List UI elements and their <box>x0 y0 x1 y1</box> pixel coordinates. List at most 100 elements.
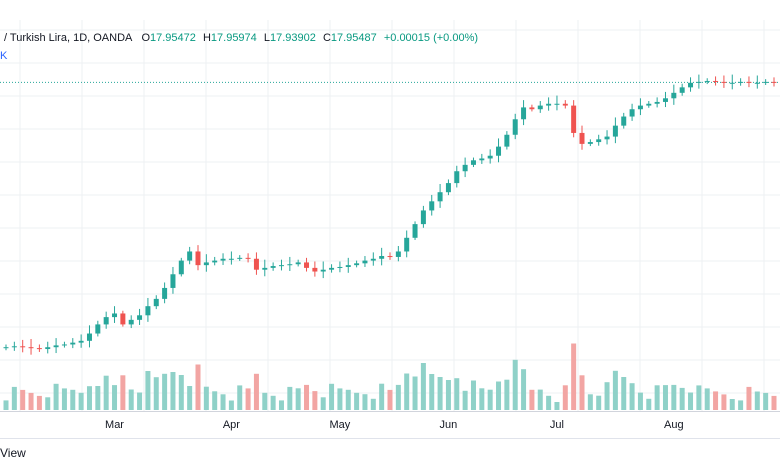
candle-body <box>512 119 518 135</box>
candle-body <box>646 103 652 106</box>
candle-body <box>713 80 719 82</box>
volume-bar <box>596 395 602 410</box>
volume-bar <box>604 382 610 410</box>
volume-bar <box>120 375 126 410</box>
candle-body <box>395 251 401 257</box>
candle-body <box>596 139 602 143</box>
candle-body <box>112 313 118 318</box>
volume-bar <box>754 391 760 410</box>
candle-body <box>429 201 435 211</box>
volume-bars <box>3 343 777 410</box>
volume-bar <box>95 386 101 410</box>
candle-body <box>529 107 535 110</box>
candle-body <box>771 81 777 83</box>
candle-body <box>153 298 159 307</box>
candle-body <box>738 81 744 83</box>
volume-bar <box>487 389 493 410</box>
volume-bar <box>203 386 209 410</box>
candle-body <box>278 265 284 267</box>
candle-body <box>329 267 335 270</box>
candle-body <box>320 269 326 272</box>
candle-body <box>103 317 109 325</box>
candle-body <box>354 263 360 266</box>
candle-body <box>61 344 67 346</box>
candle-body <box>262 267 268 270</box>
volume-bar <box>521 369 527 410</box>
candle-body <box>537 105 543 110</box>
chart-grid <box>0 20 780 411</box>
volume-bar <box>237 385 243 410</box>
candle-body <box>445 183 451 193</box>
candle-body <box>662 98 668 102</box>
candle-body <box>28 347 34 349</box>
volume-bar <box>696 385 702 410</box>
candle-body <box>587 142 593 144</box>
volume-bar <box>504 379 510 410</box>
volume-bar <box>53 383 59 410</box>
volume-bar <box>170 372 176 410</box>
candle-body <box>546 103 552 106</box>
volume-bar <box>579 375 585 410</box>
volume-bar <box>162 373 168 410</box>
candle-body <box>86 333 92 341</box>
symbol-title: / Turkish Lira, 1D, OANDA <box>4 32 133 44</box>
candle-body <box>345 265 351 267</box>
volume-bar <box>529 389 535 410</box>
volume-bar <box>729 399 735 410</box>
candle-body <box>178 260 184 275</box>
candle-body <box>11 346 17 348</box>
candle-body <box>53 345 59 348</box>
high-label: H <box>202 32 211 44</box>
volume-bar <box>462 390 468 410</box>
volume-bar <box>404 373 410 410</box>
volume-bar <box>721 394 727 410</box>
volume-bar <box>112 385 118 410</box>
volume-bar <box>662 385 668 410</box>
volume-bar <box>3 400 9 410</box>
candle-body <box>487 155 493 159</box>
candle-body <box>454 171 460 184</box>
candle-body <box>287 264 293 266</box>
volume-bar <box>195 364 201 410</box>
volume-bar <box>395 384 401 410</box>
footer-brand[interactable]: View <box>0 446 26 460</box>
candle-body <box>387 256 393 258</box>
volume-bar <box>220 394 226 410</box>
volume-bar <box>253 373 259 410</box>
candle-body <box>170 274 176 288</box>
candle-body <box>763 81 769 83</box>
volume-bar <box>546 395 552 410</box>
candle-body <box>78 340 84 343</box>
volume-bar <box>771 395 777 410</box>
volume-bar <box>128 389 134 410</box>
volume-bar <box>420 363 426 410</box>
candle-body <box>70 342 76 345</box>
volume-bar <box>587 394 593 410</box>
x-tick-label: Apr <box>223 419 240 431</box>
candle-body <box>187 251 193 261</box>
volume-bar <box>637 392 643 410</box>
open-value: 17.95472 <box>150 32 196 44</box>
candle-body <box>270 266 276 268</box>
volume-bar <box>45 397 51 410</box>
candle-body <box>404 237 410 252</box>
volume-bar <box>78 392 84 410</box>
candle-body <box>462 164 468 172</box>
candle-body <box>162 287 168 299</box>
volume-bar <box>362 394 368 410</box>
volume-bar <box>345 389 351 410</box>
volume-bar <box>145 371 151 410</box>
candle-body <box>145 306 151 316</box>
candle-body <box>295 262 301 265</box>
volume-bar <box>212 391 218 410</box>
volume-bar <box>187 386 193 410</box>
candle-body <box>36 348 42 350</box>
candle-body <box>312 267 318 272</box>
volume-bar <box>137 392 143 410</box>
candle-body <box>504 134 510 147</box>
candle-body <box>437 192 443 202</box>
candle-body <box>195 251 201 266</box>
volume-bar <box>245 388 251 410</box>
volume-bar <box>621 377 627 410</box>
